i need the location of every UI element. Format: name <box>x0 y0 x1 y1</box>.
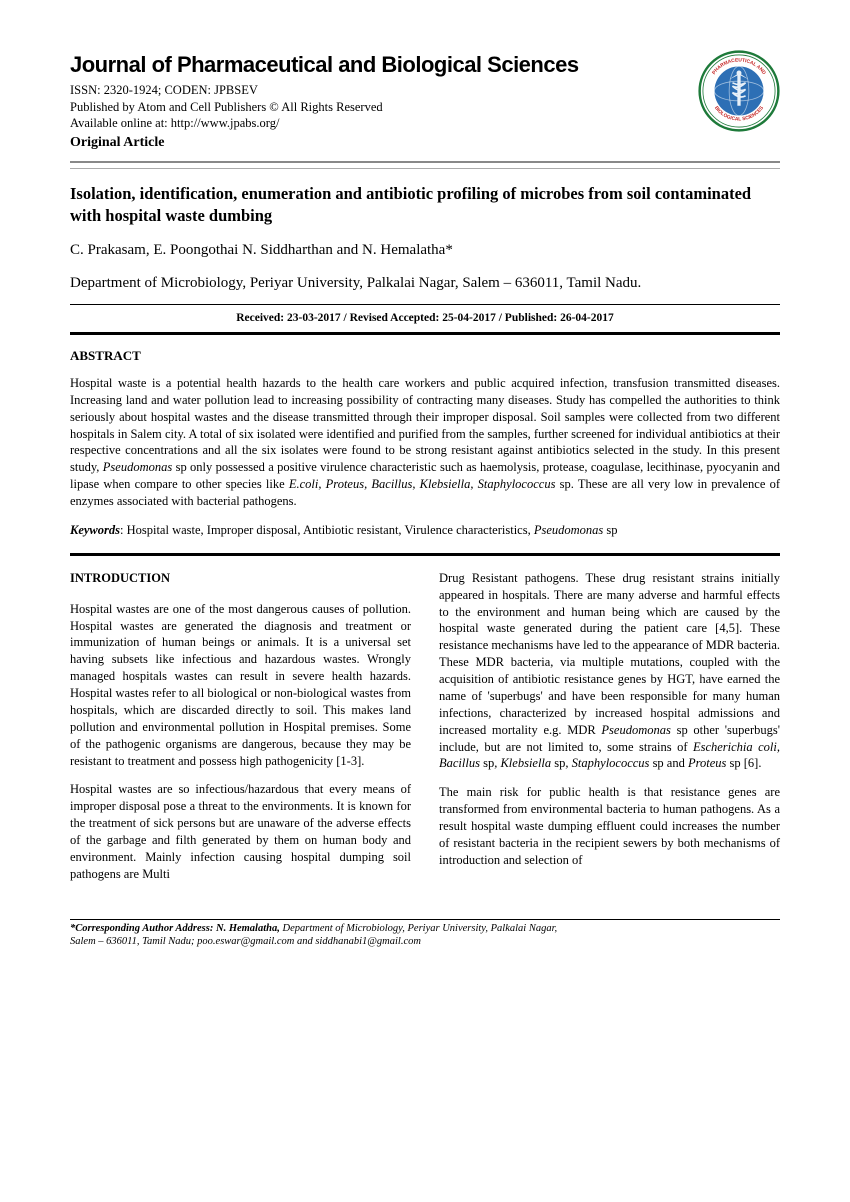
col2-p1: Drug Resistant pathogens. These drug res… <box>439 570 780 773</box>
col1-p1: Hospital wastes are one of the most dang… <box>70 601 411 770</box>
journal-title: Journal of Pharmaceutical and Biological… <box>70 50 686 80</box>
keywords-text: : Hospital waste, Improper disposal, Ant… <box>120 523 534 537</box>
publisher-line: Published by Atom and Cell Publishers © … <box>70 99 686 116</box>
rule <box>70 304 780 305</box>
issn-line: ISSN: 2320-1924; CODEN: JPBSEV <box>70 82 686 99</box>
footer-rest2: Salem – 636011, Tamil Nadu; poo.eswar@gm… <box>70 936 421 947</box>
t: , Staphylococcus <box>565 756 652 770</box>
affiliation: Department of Microbiology, Periyar Univ… <box>70 274 780 294</box>
keywords-species: Pseudomonas <box>534 523 603 537</box>
t: sp <box>483 756 494 770</box>
body-columns: INTRODUCTION Hospital wastes are one of … <box>70 570 780 895</box>
keywords: Keywords: Hospital waste, Improper dispo… <box>70 522 780 539</box>
intro-heading: INTRODUCTION <box>70 570 411 587</box>
abstract-text: Hospital waste is a potential health haz… <box>70 375 780 510</box>
column-left: INTRODUCTION Hospital wastes are one of … <box>70 570 411 895</box>
dates-line: Received: 23-03-2017 / Revised Accepted:… <box>70 311 780 327</box>
footer-name: N. Hemalatha, <box>216 923 283 934</box>
keywords-label: Keywords <box>70 523 120 537</box>
header-rule <box>70 167 780 169</box>
online-line: Available online at: http://www.jpabs.or… <box>70 115 686 132</box>
t: Proteus <box>688 756 730 770</box>
t: sp <box>554 756 565 770</box>
authors-line: C. Prakasam, E. Poongothai N. Siddhartha… <box>70 240 780 260</box>
col2-p2: The main risk for public health is that … <box>439 784 780 868</box>
rule-thick <box>70 332 780 335</box>
abstract-species1: Pseudomonas <box>103 460 172 474</box>
footer-rule <box>70 919 780 920</box>
article-title: Isolation, identification, enumeration a… <box>70 183 780 226</box>
footer-label: *Corresponding Author Address: <box>70 923 216 934</box>
t: Drug Resistant pathogens. These drug res… <box>439 571 780 737</box>
journal-header-left: Journal of Pharmaceutical and Biological… <box>70 50 686 153</box>
abstract-species2: E.coli, Proteus, Bacillus, Klebsiella, S… <box>289 477 556 491</box>
keywords-tail: sp <box>603 523 617 537</box>
corresponding-author: *Corresponding Author Address: N. Hemala… <box>70 922 780 949</box>
t: , Klebsiella <box>494 756 554 770</box>
footer-rest1: Department of Microbiology, Periyar Univ… <box>283 923 558 934</box>
article-type: Original Article <box>70 134 686 153</box>
col1-p2: Hospital wastes are so infectious/hazard… <box>70 781 411 882</box>
journal-logo-icon: PHARMACEUTICAL AND BIOLOGICAL SCIENCES <box>698 50 780 132</box>
journal-header: Journal of Pharmaceutical and Biological… <box>70 50 780 163</box>
abstract-heading: ABSTRACT <box>70 347 780 365</box>
t: sp and <box>653 756 688 770</box>
t: Pseudomonas <box>601 723 670 737</box>
column-right: Drug Resistant pathogens. These drug res… <box>439 570 780 895</box>
rule-thick <box>70 553 780 556</box>
t: sp [6]. <box>730 756 762 770</box>
